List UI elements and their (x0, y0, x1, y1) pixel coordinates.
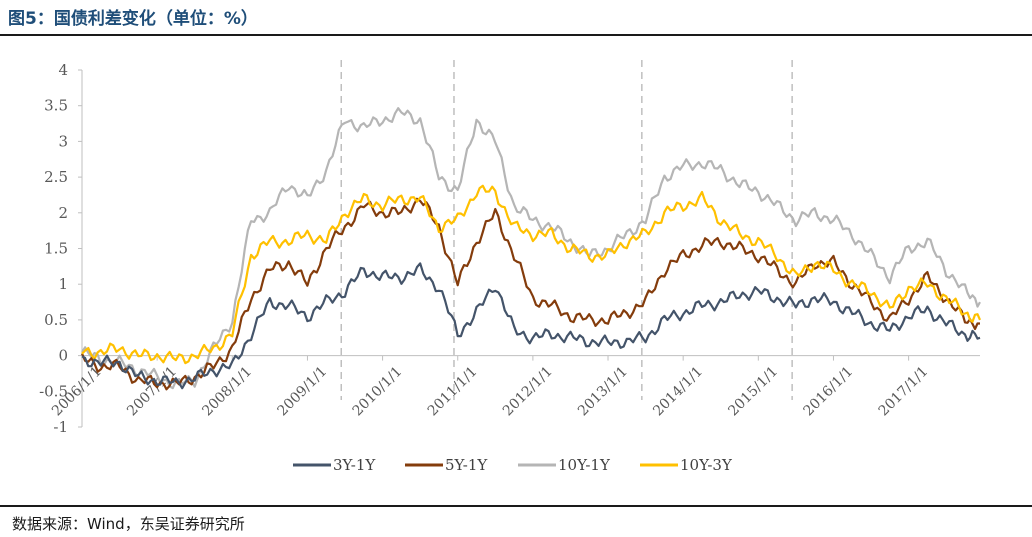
source-note: 数据来源：Wind，东吴证券研究所 (12, 515, 245, 533)
legend: 3Y-1Y 5Y-1Y 10Y-1Y 10Y-3Y (293, 456, 733, 474)
figure-title: 图5：国债利差变化（单位：%） (8, 9, 258, 29)
y-tick-label: -1 (53, 418, 68, 436)
x-tick-label: 2015/1/1 (725, 364, 781, 420)
series-line-10y-1y (81, 107, 981, 390)
y-tick-label: 1 (58, 275, 68, 293)
x-tick-label: 2014/1/1 (650, 364, 706, 420)
y-tick-label: 2.5 (44, 168, 68, 186)
y-tick-label: 3.5 (44, 97, 68, 115)
x-axis: 2006/1/1 2007/1/1 2008/1/1 2009/1/1 2010/1/1… (49, 355, 980, 420)
series-line-10y-3y (81, 184, 982, 365)
y-tick-label: 1.5 (44, 240, 68, 258)
legend-label: 10Y-3Y (680, 456, 733, 474)
y-tick-label: -0.5 (39, 382, 68, 400)
y-axis: 4 3.5 3 2.5 2 1.5 1 0.5 0 -0.5 -1 (39, 61, 83, 436)
bottom-rule (0, 505, 1032, 507)
x-tick-label: 2016/1/1 (801, 364, 857, 420)
x-tick-label: 2010/1/1 (350, 364, 406, 420)
legend-label: 10Y-1Y (558, 456, 611, 474)
x-tick-label: 2017/1/1 (876, 364, 932, 420)
y-tick-label: 0 (58, 347, 68, 365)
x-tick-label: 2013/1/1 (575, 364, 631, 420)
y-tick-label: 4 (58, 61, 68, 79)
legend-label: 3Y-1Y (333, 456, 376, 474)
y-tick-label: 2 (58, 204, 68, 222)
x-tick-label: 2012/1/1 (500, 364, 556, 420)
legend-label: 5Y-1Y (445, 456, 488, 474)
top-rule (0, 34, 1032, 36)
series-line-5y-1y (80, 197, 980, 391)
series-line-3y-1y (81, 262, 981, 390)
x-tick-label: 2011/1/1 (425, 364, 481, 420)
y-tick-label: 3 (58, 132, 68, 150)
y-tick-label: 0.5 (44, 311, 68, 329)
x-tick-label: 2009/1/1 (274, 364, 330, 420)
series-lines (80, 107, 982, 391)
